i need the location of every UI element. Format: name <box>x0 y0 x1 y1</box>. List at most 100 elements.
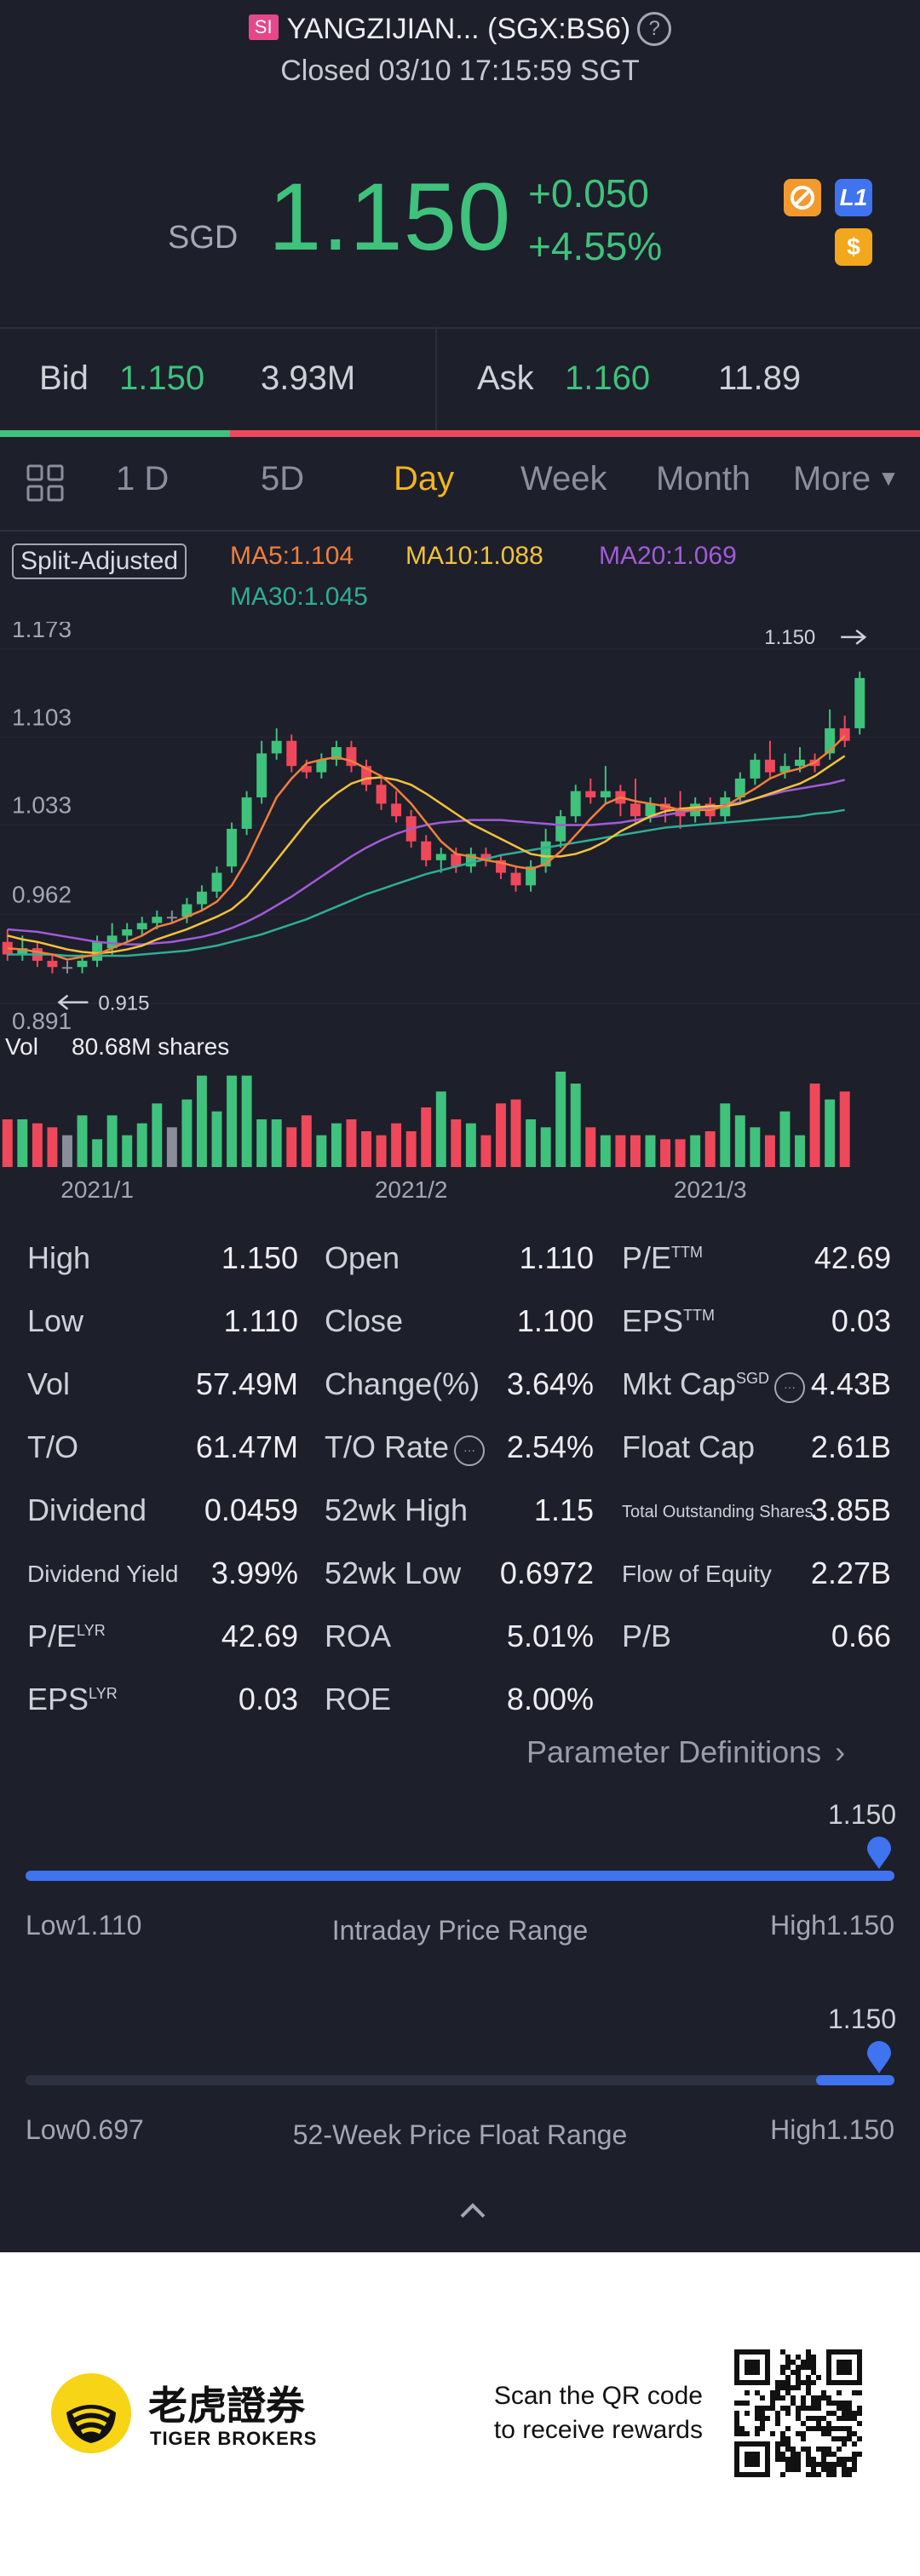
stat-label-text: Open <box>325 1240 400 1275</box>
qr-module <box>837 2457 842 2462</box>
split-adjusted-toggle[interactable]: Split-Adjusted <box>12 543 187 579</box>
qr-module <box>785 2355 791 2360</box>
qr-module <box>796 2431 801 2436</box>
candle-body <box>825 727 836 754</box>
qr-module <box>837 2426 842 2431</box>
qr-module <box>816 2421 821 2426</box>
candle-body <box>62 967 72 969</box>
volume-bar <box>615 1135 626 1167</box>
volume-bar <box>809 1084 820 1167</box>
qr-module <box>826 2395 831 2401</box>
qr-module <box>852 2431 857 2436</box>
chart-layout-icon[interactable] <box>26 463 65 511</box>
week52-location-pin-icon <box>867 2041 891 2073</box>
week52-high: High1.150 <box>770 2114 894 2145</box>
qr-module <box>826 2421 831 2426</box>
bidask-divider <box>435 329 437 431</box>
candle-body <box>346 747 357 767</box>
collapse-chevron-up-icon[interactable] <box>458 2201 487 2220</box>
qr-module <box>816 2426 821 2431</box>
qr-module <box>801 2431 806 2436</box>
qr-module <box>837 2416 842 2421</box>
stat-label: ROE <box>325 1682 391 1717</box>
volume-bar <box>122 1135 133 1167</box>
qr-module <box>821 2390 826 2395</box>
stat-label: Total Outstanding Shares <box>622 1503 814 1522</box>
stat-label-text: EPS <box>27 1682 89 1716</box>
qr-module <box>734 2426 739 2431</box>
qr-module <box>770 2401 775 2406</box>
qr-module <box>821 2452 826 2457</box>
volume-bar <box>555 1072 566 1167</box>
scan-prompt-line2: to receive rewards <box>493 2416 703 2444</box>
intraday-current-value: 1.150 <box>828 1799 897 1830</box>
qr-module <box>826 2452 831 2457</box>
tab-week[interactable]: Week <box>520 460 607 497</box>
qr-module <box>847 2411 852 2416</box>
qr-module <box>760 2421 765 2426</box>
qr-module <box>785 2406 791 2411</box>
qr-module <box>826 2467 831 2472</box>
qr-module <box>821 2457 826 2462</box>
qr-module <box>852 2457 857 2462</box>
qr-module <box>847 2436 852 2441</box>
qr-module <box>760 2426 765 2431</box>
candlestick-chart[interactable]: 1.173 1.103 1.033 0.962 0.891 1.150 0.915 Vol 80… <box>0 622 920 1218</box>
qr-module <box>765 2406 770 2411</box>
volume-bar <box>795 1135 805 1167</box>
candle-body <box>734 778 745 798</box>
qr-module <box>811 2416 816 2421</box>
stat-label: Dividend <box>27 1492 147 1528</box>
y-tick-label: 0.962 <box>12 881 72 907</box>
high-marker-arrow-icon <box>841 629 867 645</box>
info-icon[interactable]: ··· <box>774 1372 806 1403</box>
volume-bar <box>391 1123 402 1167</box>
qr-module <box>796 2355 801 2360</box>
dollar-icon[interactable]: $ <box>835 228 872 266</box>
qr-module <box>811 2365 816 2370</box>
qr-module <box>857 2406 862 2411</box>
qr-code[interactable] <box>734 2349 862 2477</box>
tab-1d[interactable]: 1 D <box>116 460 170 497</box>
qr-module <box>816 2447 821 2452</box>
no-short-sell-icon[interactable] <box>784 179 821 216</box>
qr-module <box>852 2390 857 2395</box>
candle-body <box>152 917 163 923</box>
stat-label: Dividend Yield <box>27 1561 178 1588</box>
volume-bar <box>361 1131 371 1167</box>
qr-module <box>831 2426 837 2431</box>
qr-module <box>785 2385 791 2390</box>
volume-bar <box>660 1139 671 1167</box>
qr-module <box>826 2401 831 2406</box>
y-tick-label: 1.173 <box>12 622 72 642</box>
qr-module <box>785 2441 791 2447</box>
qr-module <box>816 2462 821 2467</box>
tab-day[interactable]: Day <box>394 460 455 497</box>
qr-module <box>780 2349 785 2355</box>
qr-module <box>847 2431 852 2436</box>
tab-more[interactable]: More ▼ <box>793 460 900 498</box>
stat-value: 0.66 <box>831 1619 891 1653</box>
help-icon[interactable]: ? <box>637 12 672 46</box>
intraday-range-title: Intraday Price Range <box>331 1915 589 1946</box>
qr-module <box>842 2467 847 2472</box>
divider <box>0 327 920 329</box>
qr-module <box>811 2395 816 2401</box>
qr-module <box>780 2406 785 2411</box>
parameter-definitions-link[interactable]: Parameter Definitions › <box>526 1734 845 1770</box>
qr-module <box>775 2416 780 2421</box>
tab-5d[interactable]: 5D <box>261 460 305 497</box>
qr-module <box>780 2380 785 2385</box>
qr-module <box>801 2365 806 2370</box>
candle-body <box>750 759 761 779</box>
ma5-line <box>7 734 846 961</box>
tab-month[interactable]: Month <box>656 460 751 497</box>
volume-bar <box>241 1075 252 1167</box>
level1-icon[interactable]: L1 <box>835 179 872 216</box>
qr-module <box>791 2385 796 2390</box>
qr-module <box>801 2406 806 2411</box>
tab-more-label: More <box>793 460 871 497</box>
info-icon[interactable]: ··· <box>454 1435 486 1466</box>
stat-label-superscript: LYR <box>77 1622 106 1639</box>
intraday-location-pin-icon <box>867 1837 891 1869</box>
